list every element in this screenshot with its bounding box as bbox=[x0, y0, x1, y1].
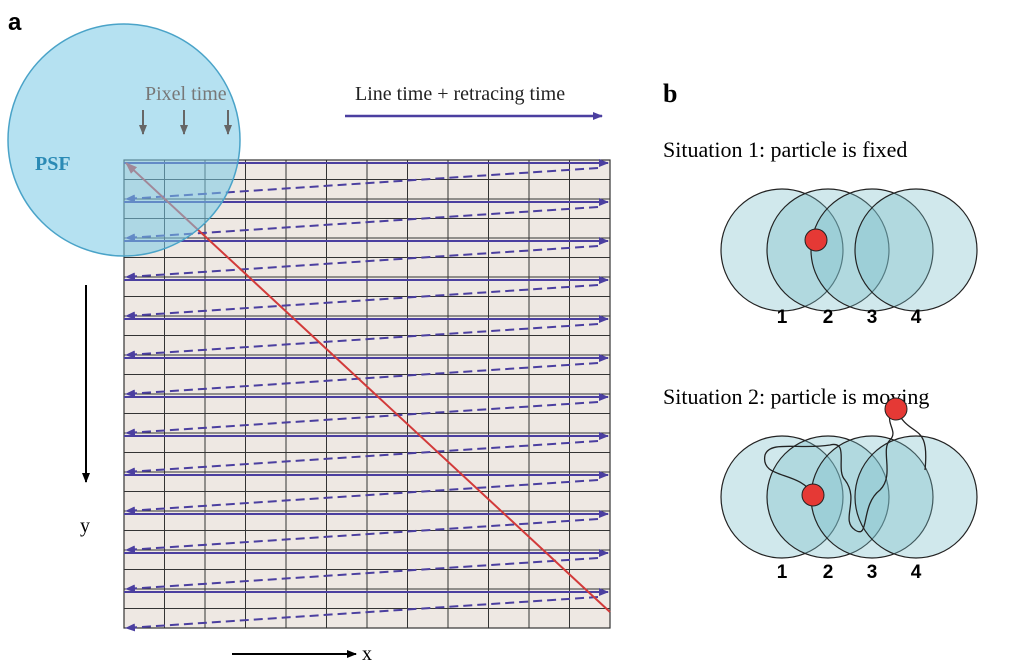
retrace-line bbox=[125, 284, 599, 320]
diagonal-line bbox=[125, 162, 611, 613]
retrace-line bbox=[125, 557, 599, 593]
retrace-line bbox=[125, 518, 599, 554]
situation-title: Situation 2: particle is moving bbox=[663, 384, 929, 409]
retrace-line bbox=[125, 206, 599, 242]
line-time-label: Line time + retracing time bbox=[355, 83, 565, 105]
y-label: y bbox=[80, 515, 90, 537]
psf-position bbox=[766, 435, 890, 559]
position-label: 4 bbox=[911, 562, 922, 583]
position-label: 2 bbox=[823, 307, 834, 328]
scan-grid: PSF bbox=[7, 23, 611, 632]
position-label: 2 bbox=[823, 562, 834, 583]
situations: 1 2 3 4 1 2 3 4 bbox=[720, 188, 978, 583]
particle bbox=[801, 483, 825, 507]
position-label: 3 bbox=[867, 562, 878, 583]
retrace-line bbox=[125, 440, 599, 476]
particle bbox=[804, 228, 828, 252]
psf-position bbox=[720, 435, 844, 559]
retrace-line bbox=[125, 596, 599, 632]
pixel-time-label: Pixel time bbox=[145, 83, 227, 105]
x-label: x bbox=[362, 643, 372, 660]
panel-label: a bbox=[8, 9, 22, 36]
retrace-line bbox=[125, 362, 599, 398]
position-label: 3 bbox=[867, 307, 878, 328]
panel-label: b bbox=[663, 79, 677, 108]
retrace-line bbox=[125, 245, 599, 281]
position-label: 4 bbox=[911, 307, 922, 328]
psf-position bbox=[854, 435, 978, 559]
position-label: 1 bbox=[777, 307, 788, 328]
psf-position bbox=[720, 188, 844, 312]
psf-label: PSF bbox=[35, 153, 71, 175]
situation-title: Situation 1: particle is fixed bbox=[663, 137, 907, 162]
position-label: 1 bbox=[777, 562, 788, 583]
psf-position bbox=[854, 188, 978, 312]
retrace-line bbox=[125, 479, 599, 515]
psf-circle bbox=[7, 23, 241, 257]
particle bbox=[884, 397, 908, 421]
retrace-line bbox=[125, 323, 599, 359]
psf-position bbox=[766, 188, 890, 312]
retrace-line bbox=[125, 401, 599, 437]
